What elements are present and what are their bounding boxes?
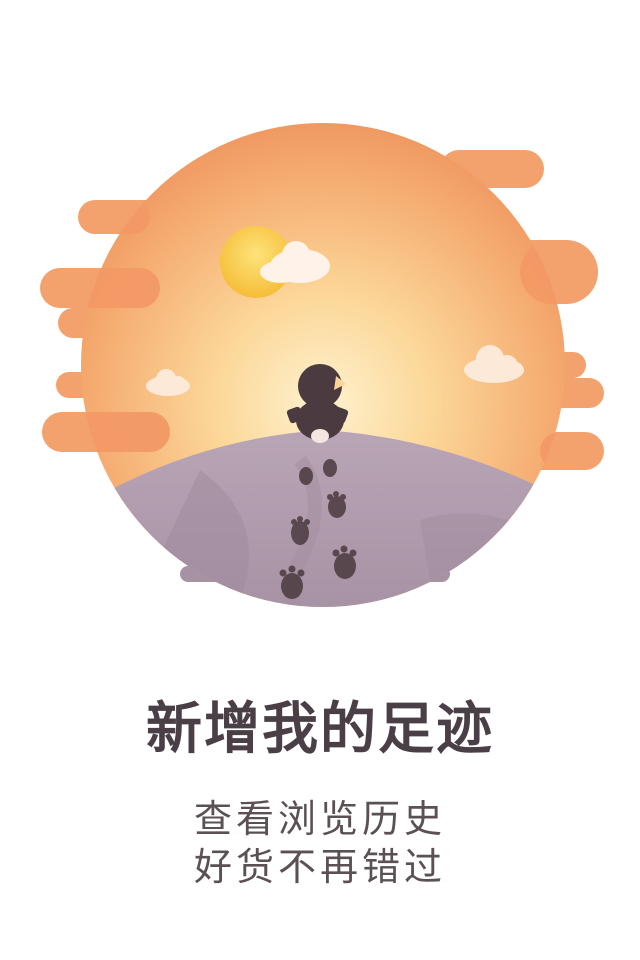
cloud-icon [260,241,330,283]
subtitle-line-2: 好货不再错过 [193,845,446,889]
footprints-illustration [40,123,604,607]
cloud-icon [146,369,190,396]
cloud-icon [464,345,524,383]
page-title: 新增我的足迹 [146,697,494,762]
footprint-icon [279,459,357,599]
character-icon [286,364,349,443]
subtitle-line-1: 查看浏览历史 [193,797,446,841]
